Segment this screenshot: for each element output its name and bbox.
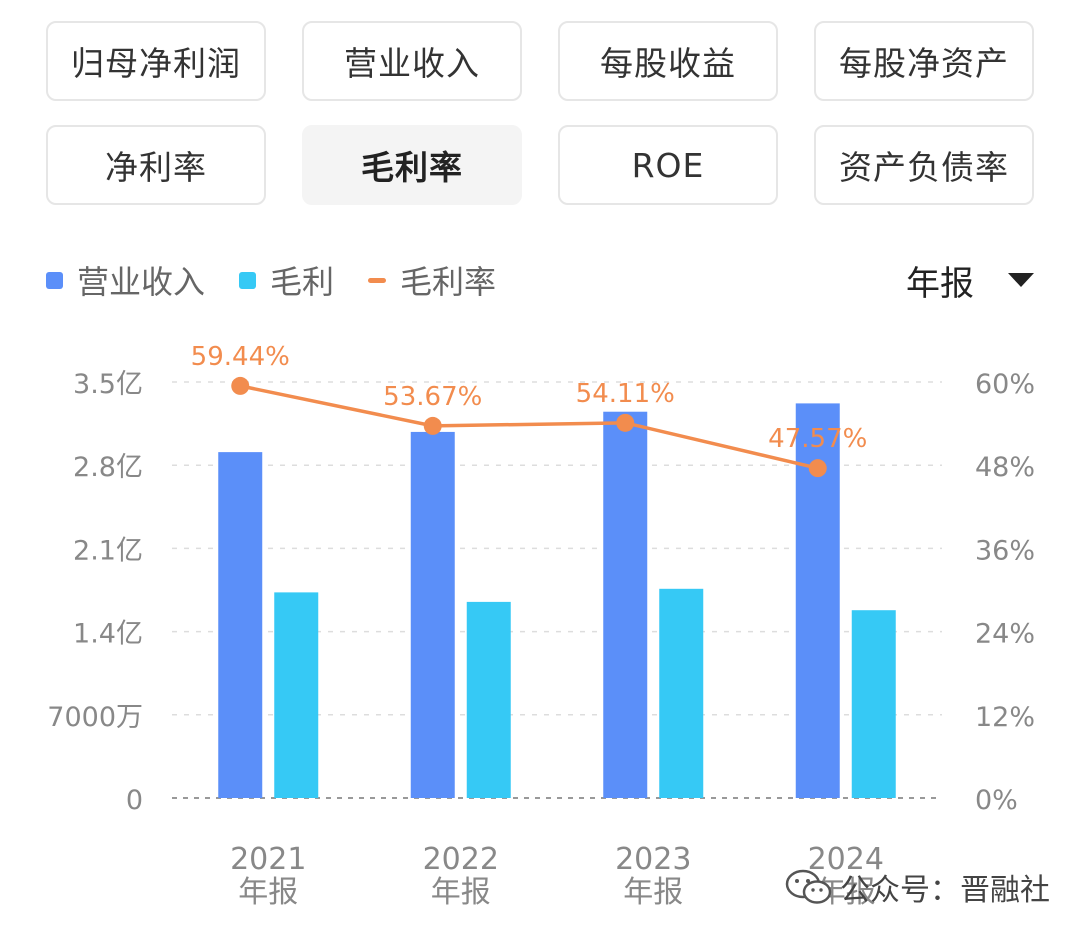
y-right-tick-label: 60% (975, 369, 1035, 400)
tab-bvps[interactable]: 每股净资产 (814, 21, 1034, 101)
data-labels: 59.44% 53.67% 54.11% 47.57% (191, 342, 868, 454)
x-tick-label-period: 年报 (431, 875, 491, 910)
tab-debt-ratio[interactable]: 资产负债率 (814, 125, 1034, 205)
legend-swatch-gross-margin (368, 277, 387, 283)
legend-label-gross-profit: 毛利 (270, 263, 335, 301)
legend-item-gross-margin[interactable]: 毛利率 (368, 257, 496, 303)
chart-legend: 营业收入 毛利 毛利率 (46, 252, 530, 308)
gross-margin-chart: 0 7000万 1.4亿 2.1亿 2.8亿 3.5亿 0% 12% 24% 36% 48% 60% 2… (47, 342, 1035, 910)
x-tick-label-period: 年报 (623, 875, 683, 910)
gross-margin-data-label: 47.57% (768, 424, 867, 454)
x-tick-label-period: 年报 (238, 875, 298, 910)
gross-margin-point (231, 376, 250, 395)
tab-revenue[interactable]: 营业收入 (302, 21, 522, 101)
y-left-tick-label: 2.1亿 (73, 535, 143, 566)
legend-item-gross-profit[interactable]: 毛利 (239, 257, 334, 303)
x-tick-label-year: 2021 (230, 842, 306, 877)
legend-item-revenue[interactable]: 营业收入 (46, 257, 205, 303)
period-dropdown[interactable]: 年报 (906, 252, 1034, 308)
bars (218, 403, 896, 798)
x-tick-label-year: 2024 (808, 842, 884, 877)
bar-gross-profit (466, 601, 511, 798)
watermark: 公众号：晋融社 (784, 865, 1050, 909)
y-right-tick-label: 48% (975, 452, 1035, 483)
y-left-tick-label: 3.5亿 (73, 369, 143, 400)
tab-net-profit-attributable[interactable]: 归母净利润 (46, 21, 266, 101)
gross-margin-point (423, 416, 442, 435)
y-left-tick-label: 7000万 (47, 702, 143, 733)
period-label: 年报 (906, 263, 974, 304)
y-left-tick-label: 1.4亿 (73, 619, 143, 650)
margin-line (231, 376, 827, 478)
y-right-tick-label: 36% (975, 535, 1035, 566)
gross-margin-data-label: 59.44% (191, 342, 290, 372)
y-right-tick-label: 12% (975, 702, 1035, 733)
gross-margin-line (239, 384, 819, 470)
bar-gross-profit (851, 610, 896, 798)
axis-labels: 0 7000万 1.4亿 2.1亿 2.8亿 3.5亿 0% 12% 24% 36% 48% 60% 2… (47, 369, 1035, 910)
legend-swatch-revenue (46, 271, 63, 289)
bar-revenue (218, 452, 263, 798)
legend-label-gross-margin: 毛利率 (400, 263, 497, 301)
metric-tabs: 归母净利润 营业收入 每股收益 每股净资产 净利率 毛利率 ROE 资产负债率 (46, 21, 1034, 205)
gross-margin-point (616, 413, 635, 432)
caret-down-icon (1008, 273, 1034, 287)
bar-revenue (410, 431, 455, 798)
y-left-tick-label: 2.8亿 (73, 452, 143, 483)
tab-roe[interactable]: ROE (558, 125, 778, 205)
legend-swatch-gross-profit (239, 271, 257, 289)
bar-gross-profit (274, 592, 319, 798)
legend-label-revenue: 营业收入 (77, 263, 206, 301)
watermark-text: 公众号：晋融社 (840, 873, 1050, 908)
tab-eps[interactable]: 每股收益 (558, 21, 778, 101)
tab-net-margin[interactable]: 净利率 (46, 125, 266, 205)
y-right-tick-label: 0% (975, 785, 1018, 816)
x-tick-label-year: 2023 (615, 842, 691, 877)
y-left-tick-label: 0 (126, 785, 143, 816)
tab-gross-margin[interactable]: 毛利率 (302, 125, 522, 205)
x-tick-label-year: 2022 (423, 842, 499, 877)
bar-revenue (603, 411, 648, 798)
wechat-icon (785, 869, 832, 904)
gross-margin-data-label: 53.67% (383, 382, 482, 412)
gross-margin-data-label: 54.11% (576, 379, 675, 409)
y-right-tick-label: 24% (975, 619, 1035, 650)
gross-margin-point (808, 459, 827, 478)
bar-gross-profit (659, 588, 704, 798)
